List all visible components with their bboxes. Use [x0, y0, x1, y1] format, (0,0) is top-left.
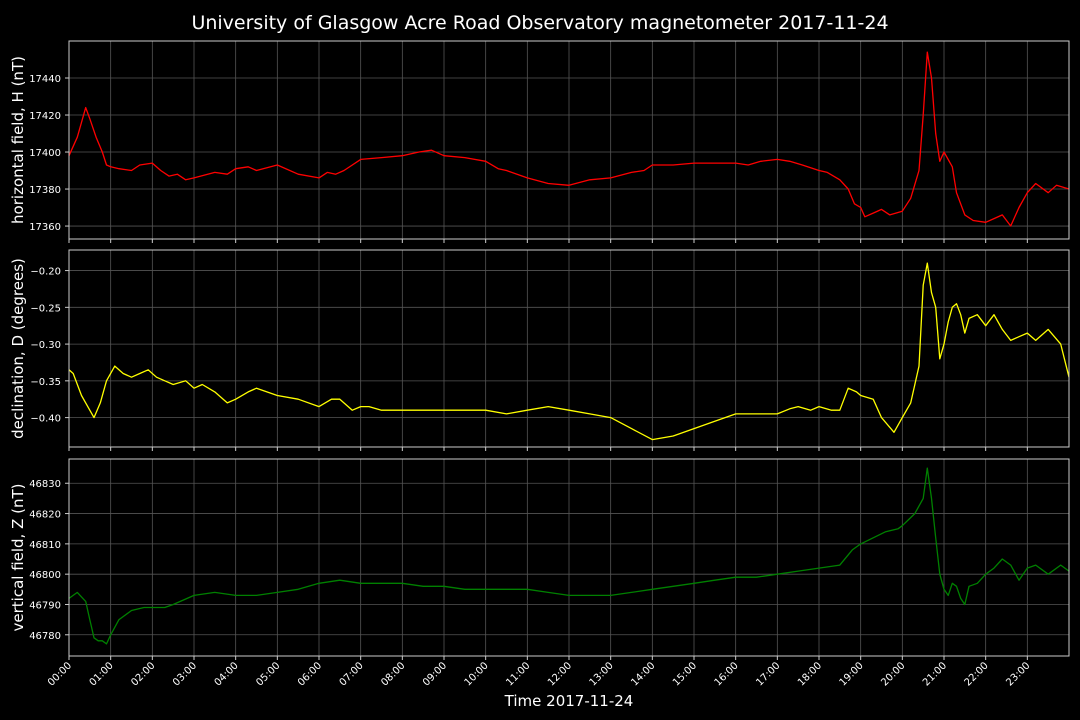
- y-tick-label: 17420: [29, 111, 61, 122]
- y-axis-label: declination, D (degrees): [9, 258, 27, 439]
- panel-frame: [68, 40, 1070, 240]
- x-axis-label: Time 2017-11-24: [504, 692, 634, 710]
- y-tick-label: −0.25: [30, 303, 61, 314]
- y-tick-label: −0.40: [30, 414, 61, 425]
- series-line: [68, 467, 1070, 645]
- y-tick-label: 46780: [29, 631, 61, 642]
- y-tick-label: 17380: [29, 185, 61, 196]
- series-line: [68, 51, 1070, 227]
- y-tick-label: 46810: [29, 540, 61, 551]
- y-axis-label: horizontal field, H (nT): [9, 56, 27, 224]
- y-tick-label: 17360: [29, 222, 61, 233]
- y-tick-label: 17400: [29, 148, 61, 159]
- panel-frame: [68, 458, 1070, 657]
- chart-title: University of Glasgow Acre Road Observat…: [191, 12, 888, 34]
- series-line: [68, 262, 1070, 441]
- y-tick-label: 46790: [29, 600, 61, 611]
- y-tick-label: 46830: [29, 479, 61, 490]
- y-tick-label: −0.20: [30, 267, 61, 278]
- panel-frame: [68, 249, 1070, 448]
- y-tick-label: 46820: [29, 510, 61, 521]
- y-tick-label: −0.30: [30, 340, 61, 351]
- y-tick-label: −0.35: [30, 377, 61, 388]
- y-axis-label: vertical field, Z (nT): [9, 483, 27, 631]
- y-tick-label: 46800: [29, 570, 61, 581]
- y-tick-label: 17440: [29, 74, 61, 85]
